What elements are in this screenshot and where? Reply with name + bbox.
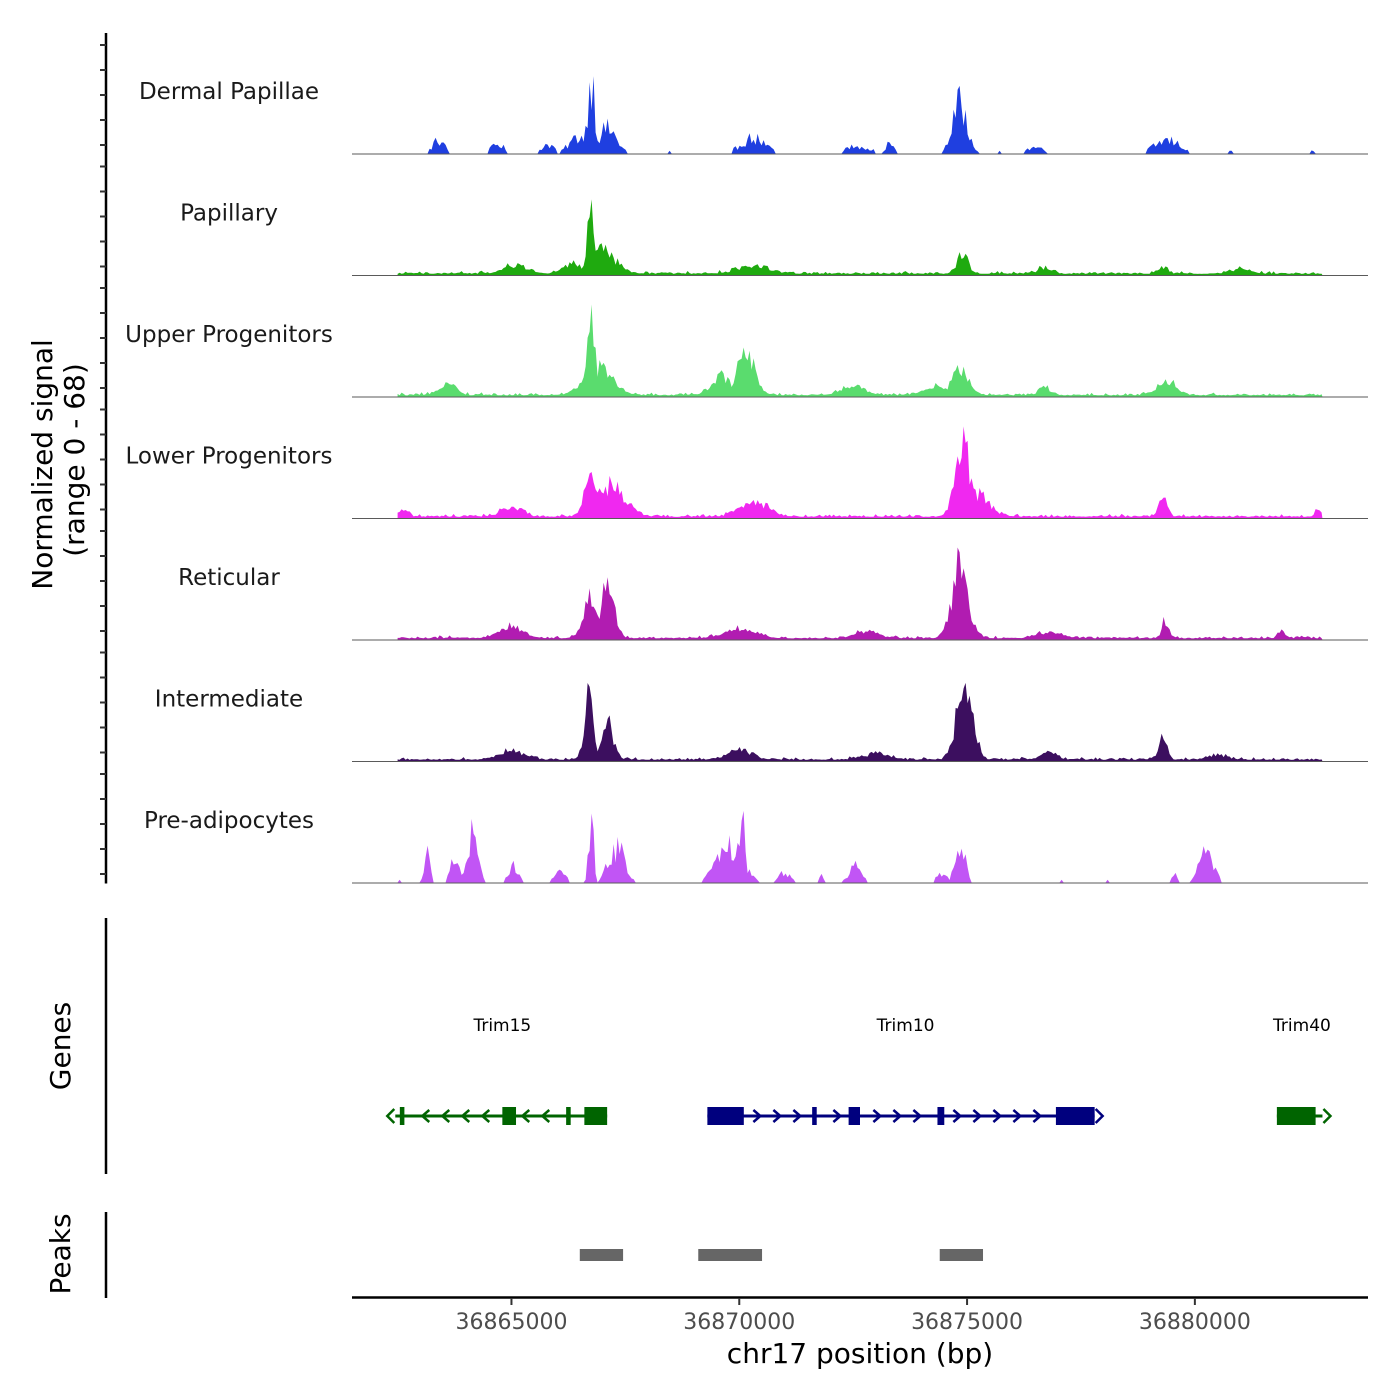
signal-area (397, 304, 1323, 397)
peak-region (698, 1249, 763, 1261)
track-label: Dermal Papillae (139, 79, 319, 105)
signal-area (397, 76, 1323, 154)
track-dermal-papillae: Dermal Papillae (139, 76, 1368, 155)
exon (584, 1107, 608, 1125)
strand-arrow (792, 1109, 803, 1123)
peaks-axis-title: Peaks (44, 1213, 77, 1294)
signal-area (397, 426, 1323, 518)
gene-label: Trim40 (1272, 1016, 1331, 1036)
strand-arrow (1032, 1109, 1043, 1123)
track-label: Lower Progenitors (126, 444, 333, 470)
strand-arrow (952, 1109, 963, 1123)
exon (566, 1107, 571, 1125)
exon (502, 1107, 517, 1125)
gene-trim15: Trim15 (385, 1016, 608, 1125)
strand-arrow (420, 1109, 431, 1123)
track-label: Papillary (180, 201, 278, 227)
track-label: Upper Progenitors (125, 322, 333, 348)
track-label: Reticular (178, 565, 280, 591)
track-lower-progenitors: Lower Progenitors (126, 426, 1368, 519)
exon (812, 1107, 817, 1125)
x-tick-label: 36880000 (1139, 1310, 1251, 1335)
signal-area (397, 199, 1323, 275)
strand-arrow (752, 1109, 763, 1123)
exon (707, 1107, 744, 1125)
strand-arrow (540, 1109, 551, 1123)
signal-area (397, 810, 1323, 883)
x-tick-label: 36875000 (911, 1310, 1023, 1335)
y-axis-title-line1: Normalized signal (26, 339, 59, 590)
strand-arrow (520, 1109, 531, 1123)
strand-end-arrow (385, 1108, 396, 1124)
gene-trim10: Trim10 (707, 1016, 1105, 1125)
exon (1055, 1107, 1095, 1125)
strand-arrow (440, 1109, 451, 1123)
strand-arrow (460, 1109, 471, 1123)
exon (848, 1107, 860, 1125)
exon (399, 1107, 405, 1125)
strand-arrow (772, 1109, 783, 1123)
track-reticular: Reticular (178, 547, 1368, 641)
y-axis-title-line2: (range 0 - 68) (58, 363, 91, 557)
strand-arrow (892, 1109, 903, 1123)
strand-end-arrow (1322, 1108, 1333, 1124)
exon (1276, 1107, 1316, 1125)
track-label: Intermediate (155, 687, 303, 713)
strand-arrow (972, 1109, 983, 1123)
gene-label: Trim10 (876, 1016, 935, 1036)
peak-region (939, 1249, 984, 1261)
x-tick-label: 36870000 (683, 1310, 795, 1335)
strand-arrow (832, 1109, 843, 1123)
signal-area (397, 547, 1323, 640)
x-tick-label: 36865000 (455, 1310, 567, 1335)
gene-label: Trim15 (472, 1016, 531, 1036)
genes-axis-title: Genes (44, 1002, 77, 1090)
track-papillary: Papillary (180, 199, 1368, 276)
strand-arrow (992, 1109, 1003, 1123)
strand-arrow (1012, 1109, 1023, 1123)
exon (937, 1107, 945, 1125)
strand-arrow (872, 1109, 883, 1123)
track-intermediate: Intermediate (155, 682, 1368, 762)
strand-end-arrow (1094, 1108, 1105, 1124)
strand-arrow (912, 1109, 923, 1123)
track-label: Pre-adipocytes (144, 808, 314, 834)
track-pre-adipocytes: Pre-adipocytes (144, 808, 1368, 884)
gene-trim40: Trim40 (1272, 1016, 1333, 1125)
y-axis-title: Normalized signal (range 0 - 68) (26, 330, 91, 589)
x-axis-title: chr17 position (bp) (727, 1337, 993, 1370)
signal-area (397, 682, 1323, 761)
strand-arrow (480, 1109, 491, 1123)
track-upper-progenitors: Upper Progenitors (125, 304, 1368, 398)
peak-region (579, 1249, 624, 1261)
